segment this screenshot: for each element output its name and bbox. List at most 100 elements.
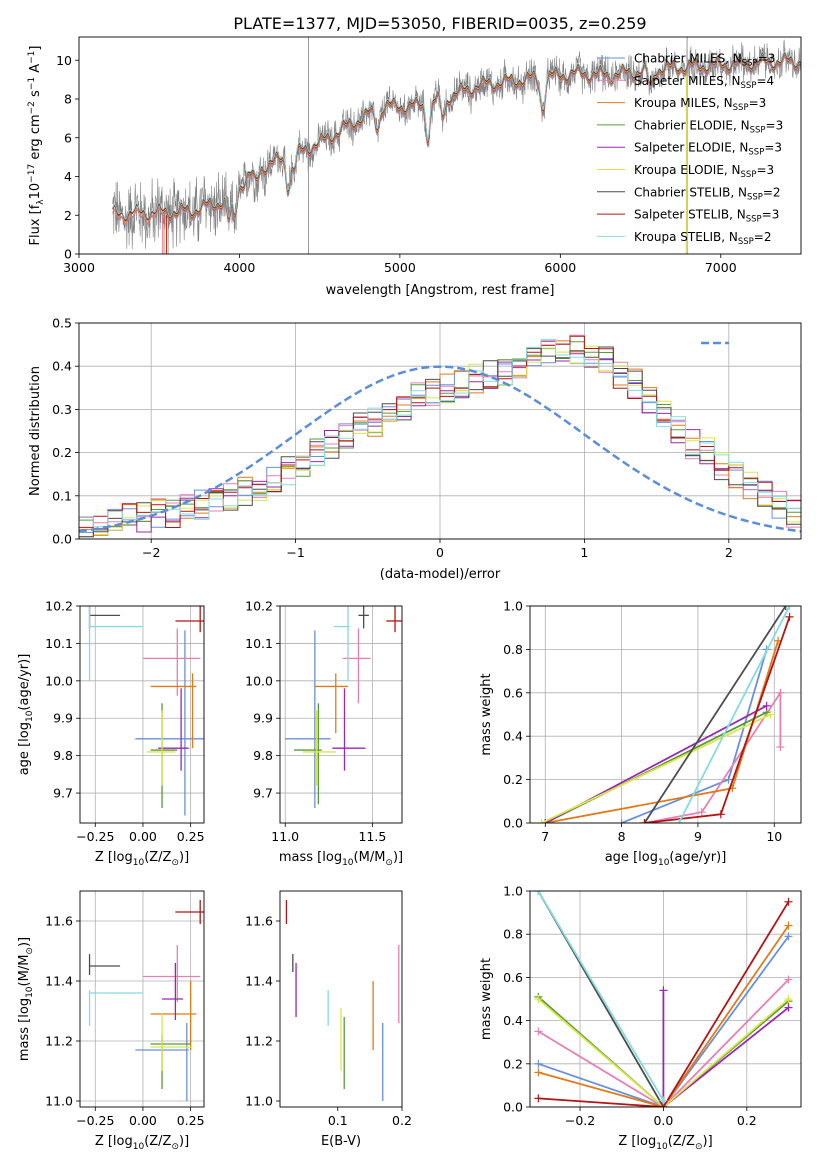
legend-label: Kroupa STELIB, NSSP=2 xyxy=(634,230,772,247)
y-tick-label: 0.4 xyxy=(503,1013,523,1028)
label-part: A xyxy=(28,64,43,77)
y-tick-label: 0.0 xyxy=(503,1100,523,1115)
x-tick-label: 0 xyxy=(436,545,444,560)
plot-area-weight-vs-Z xyxy=(534,891,793,1107)
errorbar-chabrier-stelib xyxy=(88,606,121,629)
x-tick-label: 2 xyxy=(725,545,733,560)
label-part: (M/M xyxy=(17,955,32,987)
y-tick-label: 10.0 xyxy=(245,673,273,688)
errorbar-salpeter-elodie xyxy=(162,963,184,1020)
errorbar-chabrier-stelib xyxy=(88,954,121,975)
label-part: age [log xyxy=(17,722,32,775)
axes-frame xyxy=(529,890,802,1108)
plot-area-age-vs-mass xyxy=(285,606,402,809)
model-line-kroupa-stelib xyxy=(112,51,801,220)
panel-mass-vs-EBV: 0.1 0.2 11.0 11.2 11.4 11.6 E(B-V) xyxy=(245,890,412,1149)
legend-text-sub: SSP xyxy=(748,148,764,158)
y-tick-label: 11.0 xyxy=(45,1094,73,1109)
legend-text-main: Kroupa MILES, N xyxy=(634,96,733,110)
label-part: 10 xyxy=(133,858,145,868)
label-part: mass [log xyxy=(279,850,342,865)
plot-area-mass-vs-Z xyxy=(88,900,204,1101)
weight-line-chabrier-miles xyxy=(538,935,790,1107)
y-tick-label: 0.0 xyxy=(503,816,523,831)
weight-line-kroupa-elodie xyxy=(541,713,771,823)
label-part: mass weight xyxy=(479,673,494,755)
errorbar-kroupa-stelib xyxy=(88,990,143,1026)
axes-frame xyxy=(79,890,205,1108)
legend-text-main: Chabrier MILES, N xyxy=(634,52,742,66)
x-tick-label: 0.0 xyxy=(653,1113,673,1128)
errorbar-chabrier-miles xyxy=(135,630,204,816)
legend-text-sub: SSP xyxy=(746,215,762,225)
plot-area-residuals xyxy=(79,334,801,538)
errorbar-kroupa-elodie xyxy=(150,1014,193,1071)
x-tick-label: 0.25 xyxy=(177,829,205,844)
axes-frame xyxy=(78,322,802,540)
x-tick-label: 6000 xyxy=(544,260,576,275)
y-tick-label: 11.0 xyxy=(245,1094,273,1109)
legend-text-end: =2 xyxy=(754,230,772,244)
x-axis-label: E(B-V) xyxy=(321,1134,361,1149)
weight-line-kroupa-stelib xyxy=(678,606,791,823)
legend-label: Chabrier MILES, NSSP=3 xyxy=(634,52,775,69)
legend-text-sub: SSP xyxy=(738,237,754,247)
label-part: ⊙ xyxy=(25,947,35,955)
axes-frame xyxy=(279,890,403,1108)
y-axis-label: Flux [fλ10−17 erg cm−2 s−1 A−1] xyxy=(27,46,46,246)
x-tick-label: −1 xyxy=(286,545,304,560)
y-tick-label: 0.4 xyxy=(52,359,72,374)
x-axis-label: Z [log10(Z/Z⊙)] xyxy=(95,850,189,868)
y-axis-label: age [log10(age/yr)] xyxy=(17,654,35,776)
legend-text-sub: SSP xyxy=(747,192,763,202)
x-tick-label: 10 xyxy=(766,829,782,844)
errorbar-salpeter-elodie xyxy=(158,688,189,771)
axes-frame xyxy=(529,605,802,824)
legend-label: Salpeter STELIB, NSSP=3 xyxy=(634,208,779,225)
y-tick-label: 0.2 xyxy=(503,772,523,787)
weight-line-kroupa-elodie xyxy=(537,998,790,1107)
panel-age-vs-Z: −0.25 0.00 0.25 9.7 9.8 9.9 10.0 10.1 10.2 Z [log… xyxy=(17,599,205,869)
y-tick-label: 0.0 xyxy=(52,532,72,547)
y-tick-label: 0.4 xyxy=(503,729,523,744)
errorbar-chabrier-elodie xyxy=(150,1035,191,1089)
legend-text-sub: SSP xyxy=(741,170,757,180)
weight-line-salpeter-miles xyxy=(537,978,790,1107)
axes-frame xyxy=(79,605,205,824)
label-part: 10 xyxy=(658,858,670,868)
x-tick-label: 9 xyxy=(694,829,702,844)
label-part: 10 xyxy=(25,986,35,998)
weight-line-kroupa-miles xyxy=(538,925,790,1107)
label-part: erg cm xyxy=(28,114,43,163)
label-part: (Z/Z xyxy=(668,1134,695,1149)
x-tick-label: 0.00 xyxy=(129,829,157,844)
histogram-kroupa-miles xyxy=(79,340,801,536)
y-axis-label: mass weight xyxy=(479,673,494,755)
label-part: −2 xyxy=(27,101,37,114)
label-part: (age/yr)] xyxy=(669,850,726,865)
errorbar-kroupa-miles xyxy=(150,673,197,749)
y-tick-label: 0.3 xyxy=(52,402,72,417)
legend-text-end: =3 xyxy=(749,96,767,110)
label-part: )] xyxy=(393,850,403,865)
plot-area-age-vs-Z xyxy=(88,606,204,816)
y-tick-label: 8 xyxy=(64,92,72,107)
y-axis-label: Normed distribution xyxy=(28,366,43,496)
plot-area-weight-vs-age xyxy=(537,606,794,823)
x-axis-label: (data-model)/error xyxy=(380,567,501,582)
weight-line-kroupa-stelib xyxy=(537,891,665,1101)
x-tick-label: 1 xyxy=(580,545,588,560)
x-tick-label: 11.5 xyxy=(358,829,386,844)
label-part: Normed distribution xyxy=(28,366,43,496)
y-tick-label: 10.1 xyxy=(45,636,73,651)
errorbar-kroupa-elodie xyxy=(302,710,336,786)
y-tick-label: 9.7 xyxy=(253,786,273,801)
legend-text-main: Salpeter STELIB, N xyxy=(634,208,746,222)
y-tick-label: 9.9 xyxy=(53,711,73,726)
x-tick-label: 3000 xyxy=(63,260,95,275)
legend-label: Chabrier STELIB, NSSP=2 xyxy=(634,185,781,202)
legend-text-end: =3 xyxy=(758,52,776,66)
y-tick-label: 10.2 xyxy=(245,599,273,614)
label-part: ⊙ xyxy=(695,1142,703,1152)
